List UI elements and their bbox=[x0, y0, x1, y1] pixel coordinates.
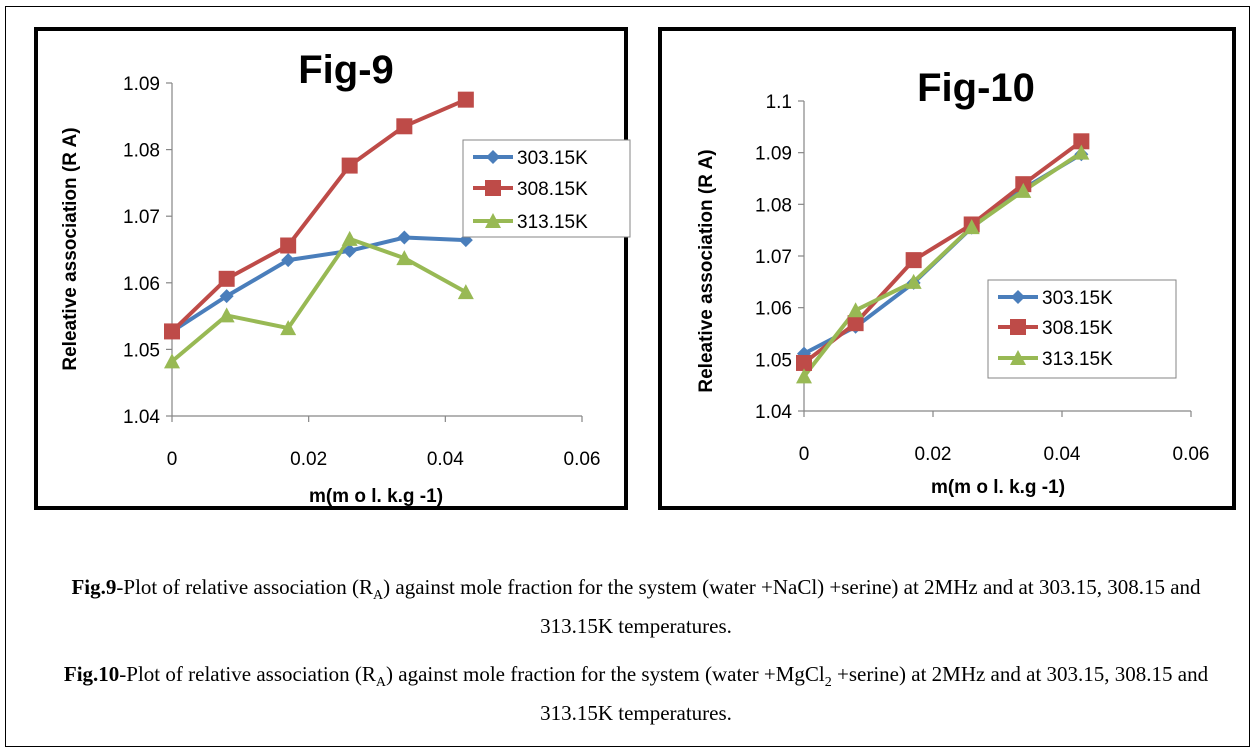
chart2-x-tick-label: 0 bbox=[799, 444, 810, 465]
chart1-legend-label: 303.15K bbox=[517, 148, 588, 169]
caption-fig-10-text-b: ) against mole fraction for the system (… bbox=[386, 662, 825, 686]
chart2-series-line-308.15K bbox=[802, 139, 1083, 365]
chart2-y-tick-label: 1.06 bbox=[755, 299, 792, 320]
chart2-legend-marker bbox=[1011, 290, 1025, 304]
chart2-legend-label: 303.15K bbox=[1042, 288, 1113, 309]
chart2-x-axis-label: m(m o l. k.g -1) bbox=[931, 477, 1065, 498]
chart2-legend-marker bbox=[1010, 350, 1026, 365]
chart1-point bbox=[341, 157, 358, 174]
chart1-point bbox=[457, 91, 474, 108]
chart1-series-line-313.15K bbox=[170, 236, 467, 363]
chart-fig-10-svg: 1.04 1.05 1.06 1.07 1.08 1.09 1.1 0 0.02 0.04 0.06… bbox=[696, 66, 1210, 498]
chart2-y-tick-label: 1.08 bbox=[755, 195, 792, 216]
chart2-y-tick-label: 1.1 bbox=[766, 92, 792, 113]
chart2-y-tick-label: 1.09 bbox=[755, 144, 792, 165]
chart1-y-tick-label: 1.05 bbox=[123, 340, 160, 361]
chart1-series-points-308.15K bbox=[164, 91, 474, 340]
chart2-point bbox=[847, 315, 864, 332]
figure-frame: 1.04 1.05 1.06 1.07 1.08 1.09 0 0.02 0.04 0.06 Fig… bbox=[5, 6, 1250, 747]
chart1-point bbox=[396, 250, 413, 266]
chart2-series-line-313.15K bbox=[802, 150, 1083, 378]
chart-fig-10: 1.04 1.05 1.06 1.07 1.08 1.09 1.1 0 0.02 0.04 0.06… bbox=[658, 27, 1236, 510]
chart1-x-tick-label: 0.06 bbox=[564, 449, 601, 470]
chart2-point bbox=[847, 302, 864, 318]
chart2-legend-label: 313.15K bbox=[1042, 349, 1113, 370]
chart1-y-axis-label: Releative association (R A) bbox=[60, 127, 81, 370]
chart1-point bbox=[397, 230, 412, 245]
chart1-legend-marker bbox=[485, 213, 501, 228]
caption-fig-9-sub: A bbox=[373, 588, 384, 604]
chart1-point bbox=[341, 230, 358, 246]
chart1-y-tick-label: 1.07 bbox=[123, 207, 160, 228]
chart2-point bbox=[796, 354, 812, 371]
chart2-x-tick-label: 0.04 bbox=[1044, 444, 1081, 465]
chart1-title: Fig-9 bbox=[298, 48, 394, 92]
chart2-point bbox=[1015, 182, 1032, 198]
caption-fig-10: Fig.10-Plot of relative association (RA)… bbox=[46, 659, 1226, 728]
chart1-point bbox=[457, 284, 474, 300]
chart2-point bbox=[905, 273, 922, 289]
chart1-point bbox=[396, 118, 413, 135]
chart-fig-9-svg: 1.04 1.05 1.06 1.07 1.08 1.09 0 0.02 0.04 0.06 Fig… bbox=[60, 48, 631, 507]
chart2-series-points-313.15K bbox=[796, 144, 1090, 384]
chart1-point bbox=[280, 320, 297, 336]
chart1-point bbox=[164, 353, 180, 369]
chart2-point bbox=[1073, 144, 1090, 160]
chart1-point bbox=[218, 270, 235, 287]
chart1-legend-marker bbox=[485, 180, 501, 196]
chart2-x-tick-label: 0.02 bbox=[915, 444, 952, 465]
caption-fig-10-text-a: -Plot of relative association (R bbox=[119, 662, 376, 686]
chart2-legend-marker bbox=[1010, 319, 1026, 335]
chart1-point bbox=[281, 253, 296, 268]
chart1-y-tick-label: 1.06 bbox=[123, 274, 160, 295]
caption-fig-10-sub: A bbox=[375, 675, 387, 691]
chart1-legend-marker bbox=[486, 150, 500, 164]
chart2-y-tick-label: 1.07 bbox=[755, 247, 792, 268]
chart-fig-9: 1.04 1.05 1.06 1.07 1.08 1.09 0 0.02 0.04 0.06 Fig… bbox=[34, 27, 631, 510]
chart1-point bbox=[164, 323, 180, 340]
chart1-point bbox=[219, 289, 234, 304]
chart1-point bbox=[280, 237, 297, 254]
chart2-x-tick-label: 0.06 bbox=[1173, 444, 1210, 465]
chart1-y-tick-label: 1.04 bbox=[123, 407, 160, 428]
chart1-point bbox=[218, 307, 235, 323]
chart1-x-tick-label: 0 bbox=[167, 449, 178, 470]
chart2-point bbox=[963, 219, 980, 235]
chart2-y-tick-label: 1.04 bbox=[755, 402, 792, 423]
caption-fig-9-text-b: ) against mole fraction for the system (… bbox=[383, 575, 1201, 639]
chart2-y-tick-label: 1.05 bbox=[755, 350, 792, 371]
chart1-x-axis-label: m(m o l. k.g -1) bbox=[309, 486, 443, 507]
caption-fig-9-label: Fig.9 bbox=[71, 575, 117, 599]
chart2-title: Fig-10 bbox=[917, 66, 1035, 110]
chart1-x-tick-label: 0.04 bbox=[427, 449, 464, 470]
chart2-y-axis-label: Releative association (R A) bbox=[696, 149, 717, 392]
caption-fig-10-label: Fig.10 bbox=[63, 662, 120, 686]
chart1-y-tick-label: 1.08 bbox=[123, 141, 160, 162]
chart2-point bbox=[905, 252, 922, 269]
caption-fig-9-text-a: -Plot of relative association (R bbox=[116, 575, 374, 599]
chart1-series-points-313.15K bbox=[164, 230, 474, 369]
chart2-legend-label: 308.15K bbox=[1042, 318, 1113, 339]
chart1-series-line-303.15K bbox=[170, 235, 466, 334]
caption-fig-10-text-c: +serine) at 2MHz and at 303.15, 308.15 a… bbox=[540, 662, 1209, 726]
caption-fig-9: Fig.9-Plot of relative association (RA) … bbox=[46, 572, 1226, 641]
caption-fig-10-sub2: 2 bbox=[824, 675, 832, 691]
chart1-series-line-308.15K bbox=[170, 97, 467, 333]
chart1-x-tick-label: 0.02 bbox=[290, 449, 327, 470]
chart1-point bbox=[342, 243, 357, 258]
chart1-legend-label: 308.15K bbox=[517, 179, 588, 200]
chart1-y-tick-label: 1.09 bbox=[123, 74, 160, 95]
chart2-point bbox=[1073, 133, 1090, 150]
chart1-legend-label: 313.15K bbox=[517, 212, 588, 233]
chart2-point bbox=[796, 368, 812, 384]
